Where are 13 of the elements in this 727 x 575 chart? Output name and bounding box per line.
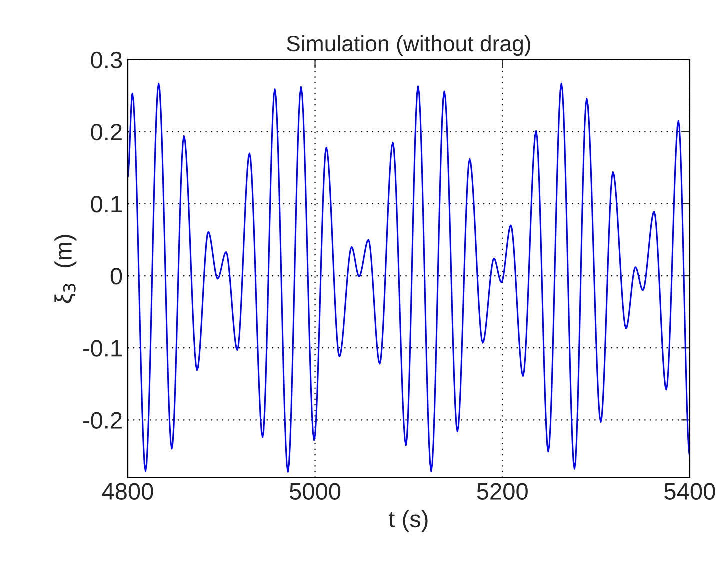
y-tick-label: 0 — [110, 268, 122, 285]
x-tick-label: 5400 — [664, 483, 716, 500]
y-tick-label: -0.1 — [83, 340, 122, 357]
y-tick-label: 0.2 — [91, 124, 122, 141]
x-axis-title: t (s) — [388, 510, 428, 532]
x-tick-label: 4800 — [102, 483, 154, 500]
x-tick-label: 5200 — [477, 483, 528, 500]
y-tick-label: 0.1 — [91, 196, 122, 213]
y-tick-label: -0.2 — [83, 412, 122, 429]
x-tick-label: 5000 — [290, 483, 341, 500]
chart-title: Simulation (without drag) — [287, 35, 530, 56]
y-axis-title: ξ$_{3}$ (m) — [54, 235, 77, 304]
y-tick-label: 0.3 — [91, 52, 122, 69]
